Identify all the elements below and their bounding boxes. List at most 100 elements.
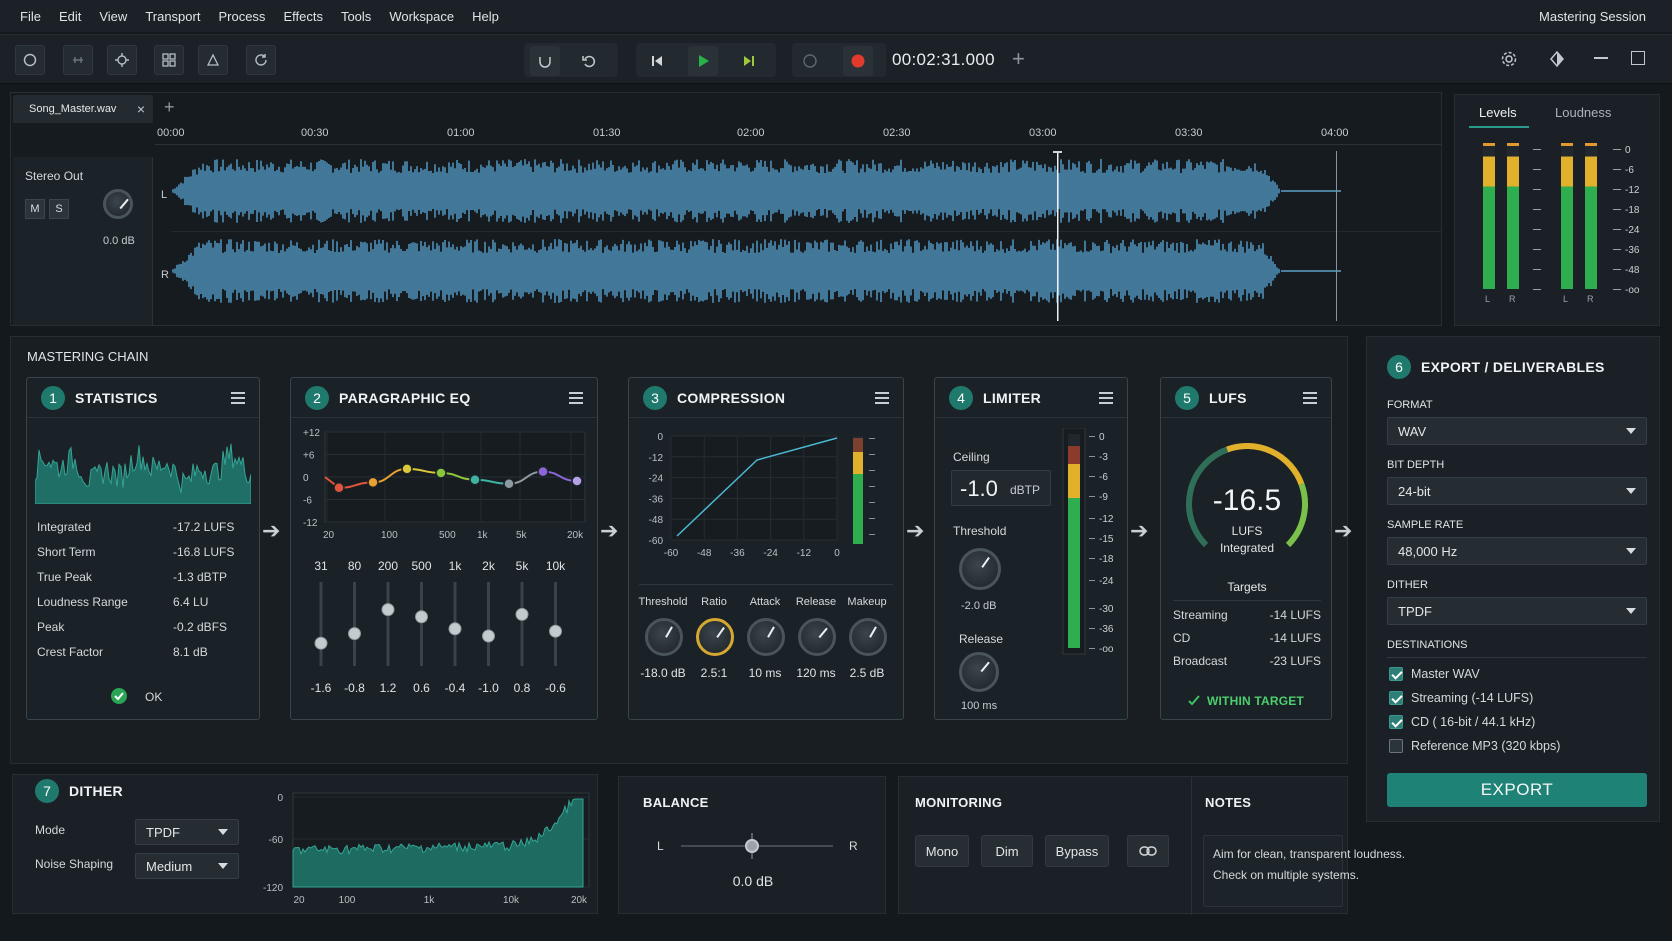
skip-back-icon[interactable] <box>642 46 672 76</box>
mode-select[interactable]: TPDF <box>135 819 239 845</box>
undo-icon[interactable] <box>574 46 604 76</box>
tab-loudness[interactable]: Loudness <box>1555 105 1612 120</box>
eq-band-gain: 0.8 <box>514 681 531 695</box>
eq-curve-graph[interactable]: +12 +6 0 -6 -12 20 100 500 1k 5k 20k <box>295 424 595 544</box>
play-icon[interactable] <box>688 46 718 76</box>
record-icon[interactable] <box>843 46 873 76</box>
menu-tools[interactable]: Tools <box>340 8 372 24</box>
minimize-icon[interactable] <box>1594 57 1608 59</box>
card-title: LIMITER <box>983 389 1042 406</box>
comp-param-knob[interactable] <box>696 618 734 656</box>
fader-track <box>554 582 557 666</box>
bypass-button[interactable]: Bypass <box>1045 835 1109 867</box>
comp-param-knob[interactable] <box>798 618 836 656</box>
release-knob[interactable] <box>959 652 999 692</box>
menu-edit[interactable]: Edit <box>58 8 82 24</box>
menu-icon[interactable] <box>875 392 889 404</box>
add-marker-icon[interactable]: + <box>1012 46 1025 71</box>
settings-icon[interactable] <box>1500 50 1518 71</box>
format-select[interactable]: WAV <box>1387 417 1647 445</box>
threshold-label: Threshold <box>953 524 1007 538</box>
menu-icon[interactable] <box>1099 392 1113 404</box>
comp-param-label: Attack <box>749 596 781 608</box>
menu-icon[interactable] <box>1303 392 1317 404</box>
comp-x-tick: -48 <box>697 548 712 559</box>
circle-tool-icon[interactable] <box>15 45 45 75</box>
divider <box>1191 777 1192 915</box>
bitdepth-select[interactable]: 24-bit <box>1387 477 1647 505</box>
dither-x-tick: 20k <box>571 895 588 906</box>
threshold-knob[interactable] <box>959 548 1001 590</box>
tab-levels[interactable]: Levels <box>1479 105 1517 120</box>
shaping-select[interactable]: Medium <box>135 853 239 879</box>
menu-transport[interactable]: Transport <box>145 8 201 24</box>
ceiling-field[interactable]: -1.0 dBTP <box>951 470 1051 506</box>
marker-icon[interactable] <box>198 45 228 75</box>
timecode-display[interactable]: 00:02:31.000 <box>892 50 995 69</box>
eq-band-node <box>367 476 379 489</box>
peak-hold <box>1561 143 1573 146</box>
destination-checkbox[interactable] <box>1389 715 1403 729</box>
record-arm-icon[interactable] <box>795 46 825 76</box>
loop-icon[interactable] <box>246 45 276 75</box>
file-tab[interactable]: Song_Master.wav × <box>13 95 153 123</box>
grid-icon[interactable] <box>154 45 184 75</box>
add-tab-icon[interactable]: + <box>164 97 175 117</box>
compression-card: 3 COMPRESSION 0 -12 -24 -36 -48 -60 -60 -48 -36 -2… <box>628 377 904 720</box>
close-tab-icon[interactable]: × <box>136 101 145 117</box>
comp-x-tick: -24 <box>763 548 778 559</box>
destination-checkbox[interactable] <box>1389 739 1403 753</box>
menu-workspace[interactable]: Workspace <box>389 8 455 24</box>
menu-help[interactable]: Help <box>472 8 499 24</box>
eq-band-freq: 31 <box>314 559 328 573</box>
comp-param-knob[interactable] <box>747 618 785 656</box>
theme-icon[interactable] <box>1548 50 1566 71</box>
samplerate-select[interactable]: 48,000 Hz <box>1387 537 1647 565</box>
snap-icon[interactable] <box>107 45 137 75</box>
export-button[interactable]: EXPORT <box>1387 773 1647 807</box>
fader-track <box>353 582 356 666</box>
target-label: CD <box>1173 631 1191 645</box>
menu-icon[interactable] <box>569 392 583 404</box>
notes-line-1: Aim for clean, transparent loudness. <box>1213 847 1406 861</box>
meter-bar-peak <box>1561 156 1573 187</box>
dither-select[interactable]: TPDF <box>1387 597 1647 625</box>
menu-file[interactable]: File <box>20 8 41 24</box>
menu-process[interactable]: Process <box>218 8 266 24</box>
menu-view[interactable]: View <box>99 8 128 24</box>
menu-icon[interactable] <box>231 392 245 404</box>
destination-checkbox[interactable] <box>1389 667 1403 681</box>
channel-right-label: R <box>161 269 169 281</box>
track-gain-knob[interactable] <box>103 189 133 219</box>
solo-button[interactable]: S <box>49 199 69 219</box>
dim-button[interactable]: Dim <box>981 835 1033 867</box>
comp-param-knob[interactable] <box>849 618 887 656</box>
eq-x-tick: 100 <box>381 530 398 541</box>
peak-hold <box>1507 143 1519 146</box>
mono-button[interactable]: Mono <box>915 835 969 867</box>
menu-effects[interactable]: Effects <box>283 8 323 24</box>
meter-bar <box>1585 186 1597 289</box>
timeline-ruler[interactable]: 00:00 00:30 01:00 01:30 02:00 02:30 03:0… <box>155 123 1441 145</box>
meter-scale-label: -24 <box>1625 225 1640 236</box>
comp-y-tick: -48 <box>649 515 664 526</box>
mute-button[interactable]: M <box>25 199 45 219</box>
skip-forward-icon[interactable] <box>734 46 764 76</box>
waveform-display[interactable] <box>171 151 1441 321</box>
destination-checkbox[interactable] <box>1389 691 1403 705</box>
meter-bar <box>1483 186 1495 289</box>
tick <box>1533 249 1541 250</box>
step-badge: 6 <box>1387 355 1411 379</box>
maximize-icon[interactable] <box>1631 51 1645 65</box>
link-icon[interactable] <box>1127 835 1169 867</box>
balance-slider-handle[interactable] <box>745 839 759 853</box>
trim-icon[interactable] <box>63 45 93 75</box>
notes-textarea[interactable] <box>1203 835 1343 907</box>
comp-param-value: 2.5:1 <box>700 666 728 680</box>
chevron-down-icon <box>1626 488 1636 494</box>
comp-param-knob[interactable] <box>645 618 683 656</box>
eq-faders[interactable]: 31 -1.6 80 -0.8 200 1.2 500 0.6 1k -0.4 2k -1.0 5k 0.… <box>295 556 595 716</box>
comp-param-label: Release <box>795 596 837 608</box>
punch-icon[interactable] <box>530 46 560 76</box>
compression-curve-graph[interactable]: 0 -12 -24 -36 -48 -60-60 -48 -36 -24 -12 0 <box>631 424 901 564</box>
